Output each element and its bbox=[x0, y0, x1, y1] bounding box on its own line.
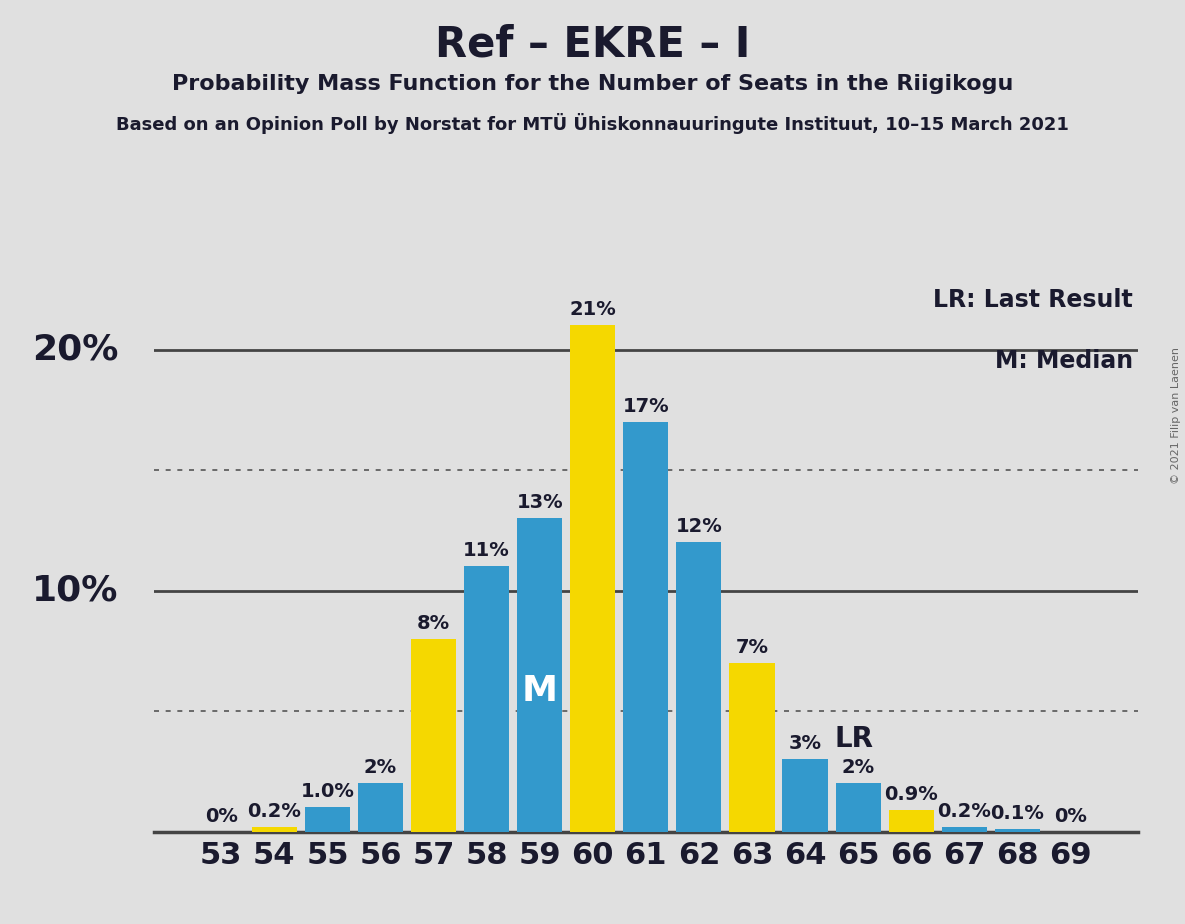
Text: 0.2%: 0.2% bbox=[248, 802, 301, 821]
Bar bbox=[517, 518, 562, 832]
Bar bbox=[889, 810, 934, 832]
Text: 12%: 12% bbox=[675, 517, 723, 536]
Text: 0%: 0% bbox=[1053, 807, 1087, 825]
Bar bbox=[305, 808, 350, 832]
Text: 0%: 0% bbox=[205, 807, 238, 825]
Text: 2%: 2% bbox=[841, 759, 875, 777]
Bar bbox=[411, 638, 456, 832]
Bar bbox=[994, 829, 1039, 832]
Text: 0.9%: 0.9% bbox=[884, 784, 939, 804]
Text: 17%: 17% bbox=[622, 396, 670, 416]
Text: 7%: 7% bbox=[736, 638, 768, 657]
Bar bbox=[677, 542, 722, 832]
Text: 1.0%: 1.0% bbox=[301, 783, 354, 801]
Text: 2%: 2% bbox=[364, 759, 397, 777]
Text: 20%: 20% bbox=[32, 333, 119, 367]
Bar bbox=[623, 422, 668, 832]
Text: LR: LR bbox=[834, 725, 873, 753]
Text: 0.1%: 0.1% bbox=[991, 804, 1044, 823]
Text: 3%: 3% bbox=[788, 735, 821, 753]
Text: 10%: 10% bbox=[32, 574, 119, 608]
Bar bbox=[570, 325, 615, 832]
Text: Based on an Opinion Poll by Norstat for MTÜ Ühiskonnauuringute Instituut, 10–15 : Based on an Opinion Poll by Norstat for … bbox=[116, 113, 1069, 134]
Text: M: M bbox=[521, 674, 558, 708]
Text: Probability Mass Function for the Number of Seats in the Riigikogu: Probability Mass Function for the Number… bbox=[172, 74, 1013, 94]
Text: 21%: 21% bbox=[569, 300, 616, 320]
Bar bbox=[942, 827, 987, 832]
Text: 11%: 11% bbox=[463, 541, 510, 561]
Text: M: Median: M: Median bbox=[994, 349, 1133, 373]
Text: 13%: 13% bbox=[517, 493, 563, 512]
Bar bbox=[358, 784, 403, 832]
Text: LR: Last Result: LR: Last Result bbox=[933, 288, 1133, 312]
Text: Ref – EKRE – I: Ref – EKRE – I bbox=[435, 23, 750, 65]
Bar bbox=[252, 827, 297, 832]
Bar bbox=[730, 663, 775, 832]
Bar bbox=[835, 784, 880, 832]
Text: 0.2%: 0.2% bbox=[937, 802, 991, 821]
Text: © 2021 Filip van Laenen: © 2021 Filip van Laenen bbox=[1171, 347, 1180, 484]
Bar bbox=[782, 760, 827, 832]
Bar bbox=[465, 566, 510, 832]
Text: 8%: 8% bbox=[417, 614, 450, 633]
